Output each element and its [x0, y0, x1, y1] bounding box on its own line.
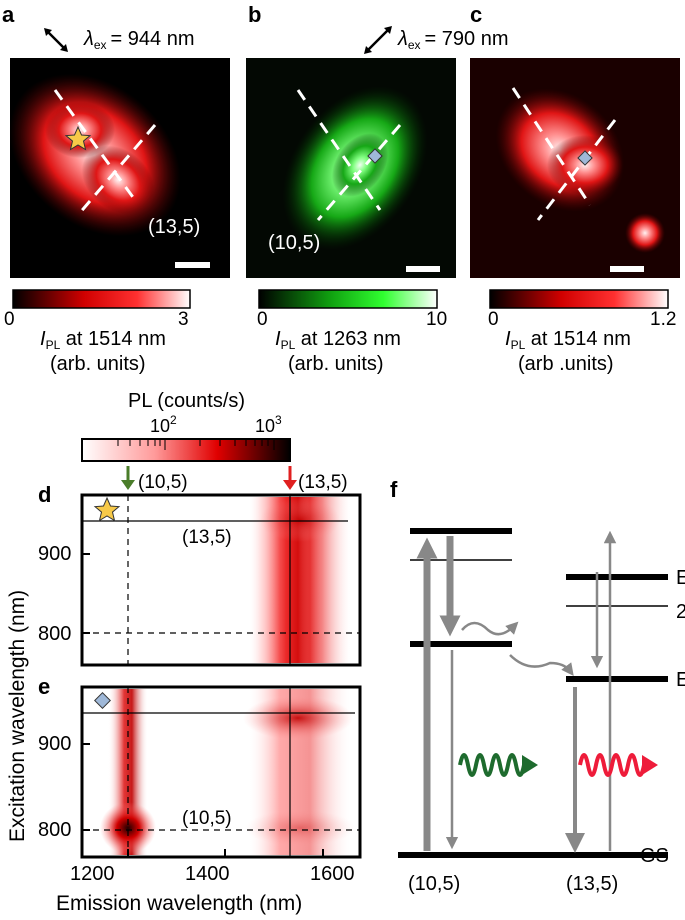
panel-b-cb-max: 10	[426, 309, 447, 330]
panel-a-colorbar	[12, 289, 191, 309]
panel-a-dash-1	[53, 89, 137, 201]
panel-b-dash-1	[296, 89, 382, 211]
left-chirality-label: (10,5)	[408, 873, 460, 895]
x-axis-label: Emission wavelength (nm)	[56, 892, 302, 915]
panel-e-yticks	[82, 743, 90, 831]
panel-a-cb-max: 3	[178, 309, 189, 330]
panel-e-chirality: (10,5)	[182, 808, 232, 829]
pl-colorbar	[81, 438, 291, 462]
panel-a-intensity: IPL at 1514 nm	[40, 328, 166, 352]
xtick-1400: 1400	[185, 863, 230, 885]
panel-c-cb-min: 0	[488, 309, 499, 330]
panel-c-cb-max: 1.2	[650, 309, 676, 330]
panel-c-letter: c	[470, 2, 482, 27]
pl-tick-2: 103	[255, 413, 282, 436]
panel-d-ytick-800: 800	[38, 623, 71, 645]
diamond-icon-c	[577, 150, 593, 166]
panel-a-lambda: λex = 944 nm	[83, 28, 194, 52]
panel-e-ytick-800: 800	[38, 819, 71, 841]
polarization-arrow-icon	[44, 28, 68, 52]
x-ticks	[127, 849, 324, 857]
panel-a-letter: a	[2, 2, 15, 27]
panel-e-ytick-900: 900	[38, 733, 71, 755]
panel-b-cb-min: 0	[257, 309, 268, 330]
pl-colorbar-minor-ticks	[117, 439, 275, 450]
panel-c-intensity: IPL at 1514 nm	[505, 328, 631, 352]
panel-b-lambda: λex = 790 nm	[397, 28, 508, 52]
panel-e-heat	[100, 689, 355, 855]
panel-b-dash-2	[316, 124, 402, 221]
panel-b-emission	[282, 86, 428, 250]
transition-arrows	[416, 530, 617, 853]
y-axis-label: Excitation wavelength (nm)	[6, 590, 29, 842]
star-icon-d	[93, 496, 121, 522]
panel-d-heat	[250, 497, 350, 663]
state-2u-label: 2u	[676, 601, 685, 623]
panel-a-chirality: (13,5)	[148, 216, 200, 238]
panel-b-intensity: IPL at 1263 nm	[275, 328, 401, 352]
star-icon	[64, 125, 92, 151]
green-arrow-label: (10,5)	[138, 472, 188, 493]
panel-d-yticks	[82, 553, 90, 634]
panel-a-scalebar	[175, 262, 210, 268]
pl-tick-1: 102	[150, 413, 177, 436]
xtick-1600: 1600	[310, 863, 355, 885]
energy-levels	[398, 528, 668, 858]
panel-c-units: (arb .units)	[518, 353, 614, 375]
panel-c-dash-2	[536, 119, 617, 221]
panel-c-scalebar	[610, 266, 644, 272]
xtick-1200: 1200	[70, 863, 115, 885]
panel-c-colorbar	[489, 289, 669, 309]
panel-a-units: (arb. units)	[50, 353, 146, 375]
red-wave-icon	[578, 753, 658, 777]
right-chirality-label: (13,5)	[566, 873, 618, 895]
diamond-icon-e	[94, 692, 111, 709]
panel-e-frame	[80, 685, 362, 859]
red-arrow-label: (13,5)	[298, 472, 348, 493]
panel-d-chirality: (13,5)	[182, 527, 232, 548]
panel-b-units: (arb. units)	[288, 353, 384, 375]
panel-f-letter: f	[390, 477, 398, 502]
panel-d-letter: d	[38, 482, 51, 507]
diamond-icon	[367, 148, 383, 164]
polarization-arrow-icon-b	[364, 26, 392, 54]
e11-label: E11	[676, 669, 685, 694]
panel-c-dash-1	[511, 87, 592, 206]
gs-label: GS	[640, 845, 669, 867]
green-arrow-icon	[121, 466, 135, 490]
panel-b-letter: b	[248, 2, 261, 27]
panel-a-emission	[9, 73, 181, 237]
panel-b-chirality: (10,5)	[268, 232, 320, 254]
panel-e-letter: e	[38, 674, 50, 699]
pl-colorbar-title: PL (counts/s)	[128, 390, 245, 412]
panel-d-frame	[80, 493, 362, 667]
e22-label: E22	[676, 567, 685, 592]
green-wave-icon	[458, 753, 538, 777]
panel-b-scalebar	[406, 266, 440, 272]
red-arrow-icon	[283, 466, 297, 490]
panel-b-colorbar	[258, 289, 438, 309]
panel-d-ytick-900: 900	[38, 543, 71, 565]
panel-a-cb-min: 0	[4, 309, 15, 330]
